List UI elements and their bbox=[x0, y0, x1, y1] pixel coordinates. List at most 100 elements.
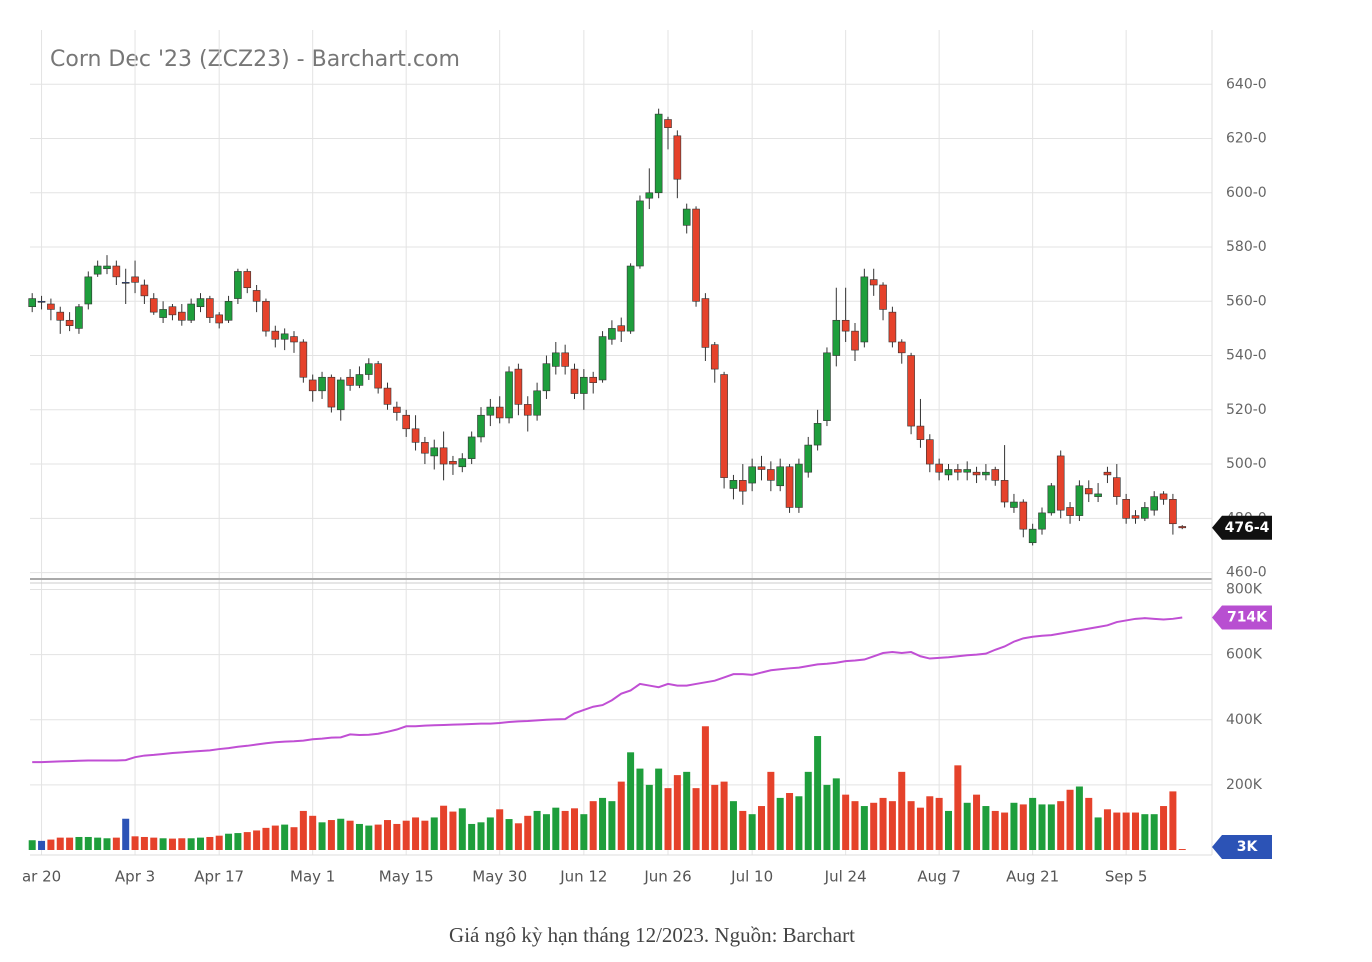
volume-bar bbox=[1094, 817, 1102, 850]
candle-body bbox=[832, 319, 841, 356]
volume-bar bbox=[253, 830, 261, 850]
candle-body bbox=[1113, 477, 1121, 497]
volume-bar bbox=[496, 809, 504, 850]
volume-bar bbox=[533, 810, 541, 850]
volume-bar bbox=[739, 810, 747, 850]
volume-bar bbox=[673, 775, 681, 850]
volume-bar bbox=[28, 840, 36, 850]
volume-bar bbox=[75, 836, 83, 850]
volume-bar bbox=[664, 788, 672, 850]
volume-bar bbox=[729, 801, 737, 850]
volume-bar bbox=[1029, 797, 1037, 850]
candle-body bbox=[1122, 499, 1130, 519]
volume-bar bbox=[47, 839, 55, 850]
candle-body bbox=[636, 200, 644, 267]
candle-body bbox=[767, 469, 775, 481]
x-tick-label: Sep 5 bbox=[1105, 868, 1148, 886]
candle-body bbox=[1047, 485, 1056, 514]
volume-bar bbox=[1001, 812, 1009, 850]
candle-body bbox=[140, 284, 149, 297]
volume-bar bbox=[589, 801, 597, 850]
candle-body bbox=[458, 458, 467, 468]
candle-body bbox=[149, 298, 158, 313]
candle-body bbox=[1038, 512, 1046, 530]
last-price-badge-text: 476-4 bbox=[1225, 520, 1270, 536]
candle-body bbox=[65, 319, 74, 327]
candle-body bbox=[523, 404, 532, 416]
candle-body bbox=[393, 406, 401, 413]
volume-bar bbox=[1122, 812, 1130, 850]
candle-body bbox=[271, 330, 280, 340]
candle-body bbox=[1131, 515, 1140, 519]
volume-bar bbox=[262, 827, 270, 850]
candle-body bbox=[187, 303, 195, 321]
candle-body bbox=[93, 265, 102, 275]
volume-bar bbox=[935, 797, 943, 850]
candle-body bbox=[1169, 499, 1177, 525]
volume-bar bbox=[168, 838, 176, 850]
candle-body bbox=[430, 447, 439, 457]
candle-body bbox=[505, 371, 513, 419]
candle-body bbox=[533, 390, 541, 416]
volume-bar bbox=[84, 836, 92, 850]
x-tick-label: Jul 10 bbox=[730, 868, 773, 886]
y-tick-label: 580-0 bbox=[1226, 239, 1267, 255]
volume-bar bbox=[178, 838, 186, 850]
candle-body bbox=[514, 368, 523, 405]
y-tick-label: 600K bbox=[1226, 647, 1263, 663]
x-tick-label: Jul 24 bbox=[824, 868, 867, 886]
candle-body bbox=[729, 480, 738, 489]
candle-body bbox=[37, 300, 46, 303]
candle-body bbox=[1066, 507, 1074, 516]
volume-bar bbox=[318, 822, 326, 850]
open-interest-line bbox=[32, 616, 1183, 764]
volume-bar bbox=[1141, 814, 1149, 850]
volume-bar bbox=[926, 796, 934, 850]
volume-bar bbox=[1075, 786, 1083, 850]
x-tick-label: Jun 26 bbox=[643, 868, 691, 886]
candle-body bbox=[121, 281, 130, 284]
candle-body bbox=[925, 439, 934, 465]
candle-body bbox=[963, 469, 972, 473]
candle-body bbox=[178, 311, 186, 321]
candle-body bbox=[168, 306, 177, 316]
volume-bar bbox=[963, 802, 971, 850]
volume-bar bbox=[206, 836, 214, 850]
y-tick-label: 800K bbox=[1226, 582, 1263, 598]
candle-body bbox=[336, 379, 345, 411]
candle-body bbox=[580, 376, 588, 394]
candle-body bbox=[131, 276, 139, 283]
candle-body bbox=[243, 271, 252, 289]
volume-bar bbox=[842, 794, 850, 850]
candle-body bbox=[421, 442, 429, 454]
candle-body bbox=[785, 466, 794, 508]
caption: Giá ngô kỳ hạn tháng 12/2023. Nguồn: Bar… bbox=[449, 923, 855, 947]
candle-body bbox=[364, 363, 373, 375]
volume-bar bbox=[421, 820, 429, 850]
candle-body bbox=[907, 355, 915, 427]
candle-body bbox=[346, 376, 354, 386]
volume-bar bbox=[337, 818, 345, 850]
candle-body bbox=[224, 300, 233, 321]
volume-bar bbox=[1160, 806, 1168, 850]
candle-body bbox=[28, 298, 37, 308]
candle-body bbox=[720, 374, 728, 478]
candle-body bbox=[710, 344, 719, 370]
volume-bar bbox=[617, 781, 625, 850]
candle-body bbox=[1075, 485, 1084, 516]
y-tick-label: 640-0 bbox=[1226, 76, 1267, 92]
volume-bar bbox=[1169, 791, 1177, 850]
volume-bar bbox=[627, 752, 635, 850]
candle-body bbox=[617, 325, 626, 332]
volume-bar bbox=[832, 778, 840, 850]
volume-bar bbox=[458, 808, 466, 850]
volume-bar bbox=[234, 833, 242, 850]
candle-body bbox=[206, 298, 214, 318]
y-tick-label: 560-0 bbox=[1226, 293, 1267, 309]
y-tick-label: 600-0 bbox=[1226, 185, 1267, 201]
candle-body bbox=[888, 311, 897, 343]
volume-bar bbox=[468, 823, 476, 850]
x-tick-label: Aug 7 bbox=[917, 868, 961, 886]
candle-body bbox=[869, 279, 878, 286]
volume-bar bbox=[103, 838, 111, 850]
